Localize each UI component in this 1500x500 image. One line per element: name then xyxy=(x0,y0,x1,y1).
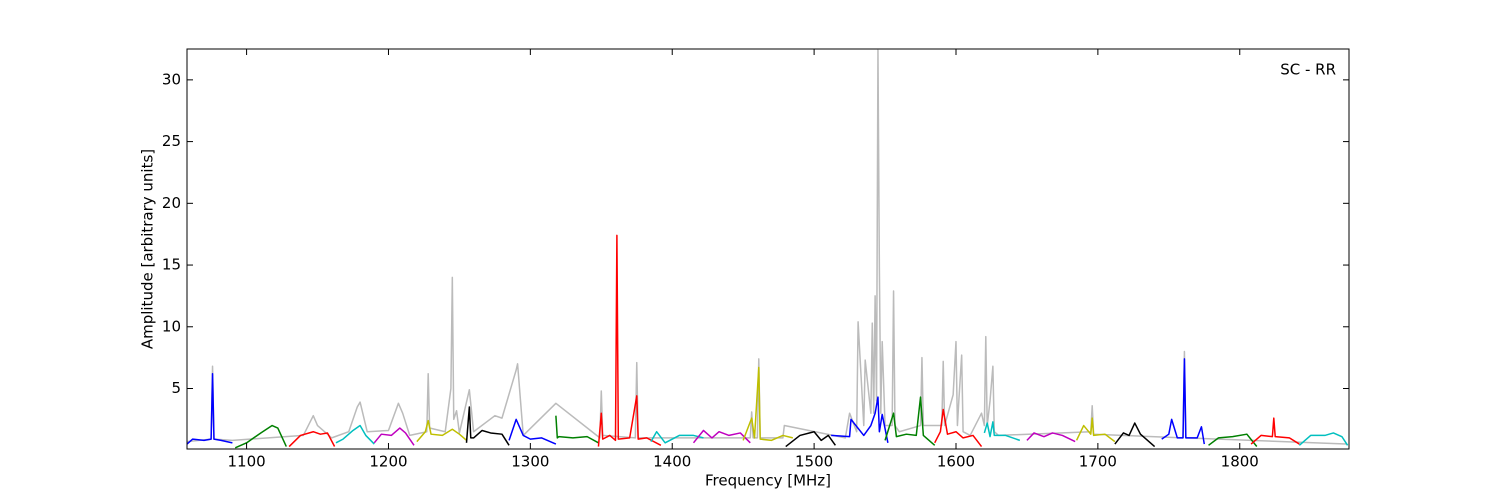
spectrum-line xyxy=(742,366,794,442)
y-tick-label: 10 xyxy=(162,317,181,335)
x-tick-label: 1400 xyxy=(653,453,691,471)
x-tick-label: 1500 xyxy=(795,453,833,471)
y-tick-label: 30 xyxy=(162,70,181,88)
y-tick-label: 25 xyxy=(162,132,181,150)
spectrum-line xyxy=(508,418,557,445)
x-tick-label: 1800 xyxy=(1221,453,1259,471)
spectrum-line xyxy=(692,429,751,444)
spectrum-line xyxy=(884,396,936,446)
spectrum-line xyxy=(1250,417,1300,445)
spectrum-line xyxy=(416,419,467,443)
spectrum-line xyxy=(1298,432,1349,446)
x-tick-label: 1600 xyxy=(937,453,975,471)
spectrum-line xyxy=(1208,433,1258,448)
spectrum-line xyxy=(1114,422,1156,448)
spectrum-line xyxy=(1026,432,1076,443)
y-tick-label: 20 xyxy=(162,194,181,212)
x-axis-label: Frequency [MHz] xyxy=(705,472,831,490)
x-tick-label: 1300 xyxy=(511,453,549,471)
y-tick-label: 15 xyxy=(162,256,181,274)
spectrum-line xyxy=(465,406,510,446)
spectrum-line xyxy=(934,408,983,447)
spectrum-line xyxy=(186,372,233,445)
spectrum-line xyxy=(288,430,336,448)
spectrum-line xyxy=(1075,417,1116,443)
spectrum-line xyxy=(555,415,599,444)
spectrum-line xyxy=(831,396,889,443)
spectrum-line xyxy=(983,421,1021,442)
plot-frame xyxy=(186,48,1350,450)
spectrum-line xyxy=(597,234,662,447)
spectrum-line xyxy=(650,430,704,444)
y-tick-label: 5 xyxy=(171,379,181,397)
spectrum-line xyxy=(335,424,375,445)
spectrum-line xyxy=(1161,358,1206,445)
y-axis-label: Amplitude [arbitrary units] xyxy=(139,149,157,349)
x-tick-label: 1100 xyxy=(227,453,265,471)
spectrum-line xyxy=(373,427,415,446)
spectrum-line xyxy=(785,430,836,448)
x-tick-label: 1700 xyxy=(1079,453,1117,471)
spectrum-line xyxy=(234,424,288,449)
x-tick-label: 1200 xyxy=(369,453,407,471)
annotation: SC - RR xyxy=(1280,61,1336,79)
